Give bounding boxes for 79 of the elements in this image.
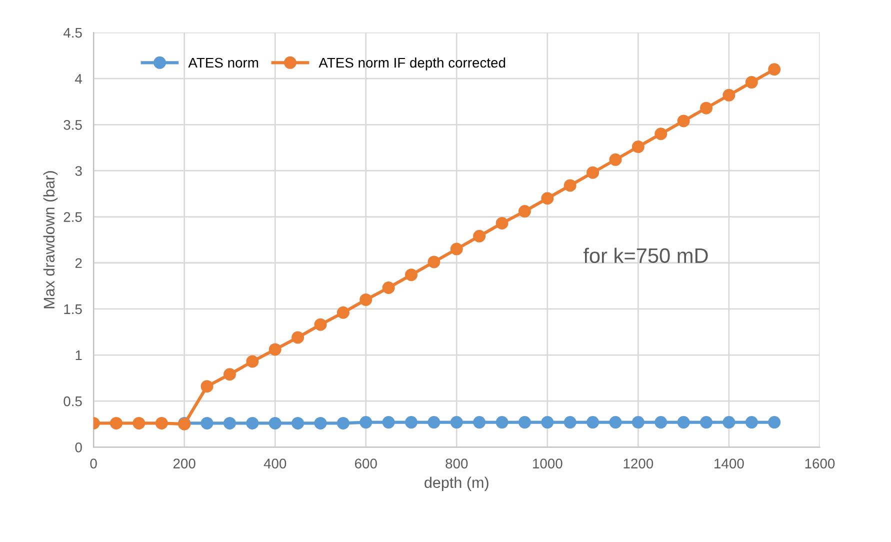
point <box>677 416 690 429</box>
point <box>496 416 508 429</box>
point <box>745 416 758 429</box>
x-tick-label: 1200 <box>624 458 654 468</box>
point <box>336 306 350 319</box>
point <box>654 128 668 140</box>
point <box>722 88 736 102</box>
x-tick-label: 0 <box>90 458 97 468</box>
point <box>155 416 168 430</box>
point <box>496 217 508 230</box>
point <box>268 343 282 356</box>
point <box>700 416 713 429</box>
point <box>768 63 781 76</box>
point <box>450 416 463 429</box>
point <box>586 166 600 179</box>
x-tick-label: 400 <box>264 458 286 468</box>
y-tick-label: 3.5 <box>64 120 82 130</box>
point <box>223 368 236 381</box>
point <box>700 102 713 114</box>
point <box>223 416 236 430</box>
legend-label: ATES norm IF depth corrected <box>318 57 506 70</box>
point <box>110 416 122 430</box>
point <box>473 416 486 429</box>
point <box>382 416 395 429</box>
x-tick-label: 200 <box>173 458 196 468</box>
point <box>292 331 304 344</box>
point <box>200 380 214 393</box>
point <box>609 153 622 166</box>
point <box>745 76 758 89</box>
x-tick-label: 1400 <box>714 458 744 468</box>
y-axis-title: Max drawdown (bar) <box>43 171 58 308</box>
x-tick-label: 800 <box>446 458 468 468</box>
point <box>632 416 644 429</box>
point <box>360 416 372 429</box>
point <box>428 416 440 429</box>
annotation: for k=750 mD <box>583 248 708 264</box>
point <box>336 416 350 430</box>
y-tick-label: 4 <box>75 74 82 84</box>
point <box>722 416 736 429</box>
point <box>677 114 690 128</box>
point <box>314 318 327 331</box>
point <box>292 416 304 430</box>
point <box>246 416 259 430</box>
x-axis-title: depth (m) <box>424 476 488 492</box>
y-tick-label: 1 <box>76 350 82 360</box>
point <box>632 140 644 154</box>
point <box>132 416 146 430</box>
legend-label: ATES norm <box>188 58 258 68</box>
point <box>382 281 395 294</box>
point <box>586 416 600 429</box>
y-tick-label: 0 <box>75 442 82 452</box>
point <box>541 192 554 205</box>
point <box>473 230 486 242</box>
point <box>405 268 418 282</box>
point <box>268 416 282 430</box>
x-tick-label: 1600 <box>805 458 835 468</box>
y-tick-label: 2 <box>75 258 82 268</box>
point <box>428 256 440 268</box>
y-tick-label: 0.5 <box>64 396 82 406</box>
point <box>654 416 668 429</box>
point <box>360 293 372 306</box>
x-tick-label: 1000 <box>533 458 562 468</box>
point <box>450 242 463 256</box>
point <box>609 416 622 429</box>
point <box>200 416 214 430</box>
y-tick-label: 2.5 <box>64 212 82 222</box>
point <box>541 416 554 429</box>
point <box>768 416 781 429</box>
y-tick-label: 3 <box>75 166 82 176</box>
point <box>564 416 576 429</box>
point <box>246 355 259 368</box>
y-tick-label: 4.5 <box>63 28 82 38</box>
point <box>405 416 418 429</box>
x-tick-label: 600 <box>354 458 377 468</box>
point <box>314 416 327 430</box>
point <box>564 179 576 192</box>
point <box>518 205 531 218</box>
y-tick-label: 1.5 <box>64 304 82 314</box>
point <box>518 416 531 429</box>
